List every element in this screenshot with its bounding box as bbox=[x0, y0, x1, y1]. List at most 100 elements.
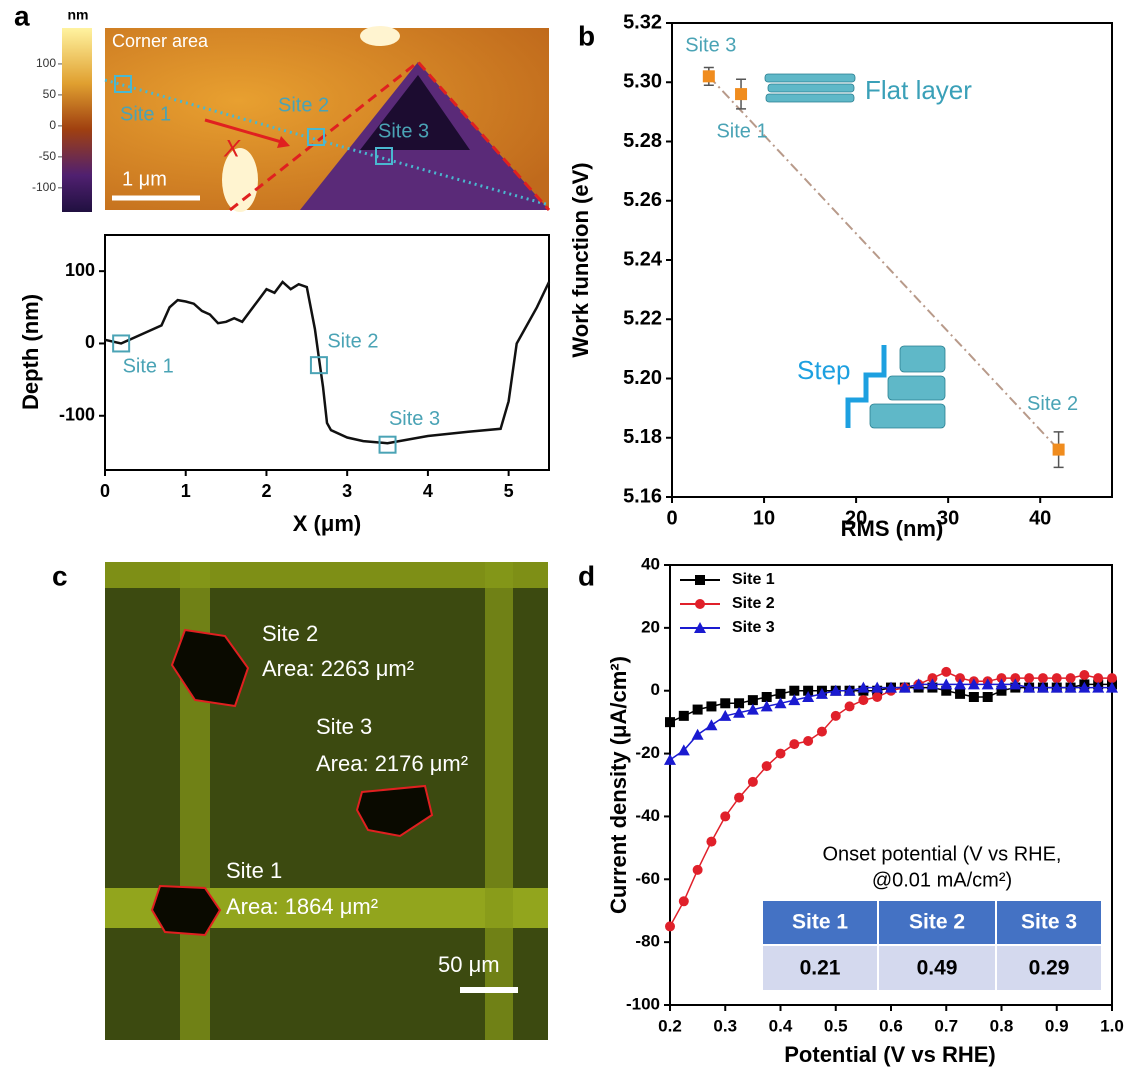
flat-layer-icon bbox=[764, 73, 856, 103]
x-tick-label: 1 bbox=[181, 481, 191, 501]
y-tick-label: 5.16 bbox=[623, 485, 662, 507]
marker bbox=[941, 685, 952, 696]
y-tick-label: 5.20 bbox=[623, 367, 662, 389]
marker bbox=[774, 697, 787, 709]
site-outline bbox=[170, 628, 250, 708]
marker bbox=[954, 678, 967, 690]
marker bbox=[761, 761, 772, 772]
marker bbox=[858, 695, 869, 706]
marker bbox=[1107, 673, 1117, 684]
marker bbox=[1093, 673, 1104, 684]
table-header: Site 3 bbox=[1021, 911, 1077, 934]
y-tick-label: 20 bbox=[641, 617, 660, 636]
marker bbox=[955, 673, 966, 684]
data-line bbox=[669, 683, 1112, 761]
y-tick-label: -20 bbox=[635, 743, 660, 762]
marker bbox=[1092, 681, 1105, 693]
y-tick-label: 100 bbox=[65, 260, 95, 280]
marker bbox=[844, 701, 855, 712]
table-header-cell bbox=[995, 899, 1103, 946]
x-tick-label: 0.9 bbox=[1045, 1016, 1069, 1035]
marker bbox=[996, 673, 1007, 684]
plot-frame bbox=[104, 234, 550, 471]
colorbar-label: nm bbox=[68, 7, 89, 23]
marker bbox=[1065, 673, 1076, 684]
marker bbox=[695, 599, 705, 609]
marker bbox=[720, 811, 731, 822]
panel-letter: b bbox=[578, 20, 595, 51]
table-title: Onset potential (V vs RHE, bbox=[823, 843, 1062, 865]
marker bbox=[898, 681, 911, 693]
legend-label: Site 1 bbox=[732, 571, 775, 588]
x-tick-label: 3 bbox=[342, 481, 352, 501]
marker bbox=[872, 692, 883, 702]
marker bbox=[871, 681, 884, 693]
marker bbox=[746, 703, 759, 715]
marker bbox=[775, 748, 786, 759]
annotation: Flat layer bbox=[865, 75, 972, 105]
site-label: Site 3 bbox=[378, 120, 429, 142]
site-label: Site 2 bbox=[262, 621, 318, 646]
y-tick-label: 5.24 bbox=[623, 248, 663, 270]
site-marker bbox=[378, 435, 397, 454]
table-cell bbox=[995, 944, 1103, 992]
data-point bbox=[735, 88, 748, 101]
y-tick-label: 5.30 bbox=[623, 71, 662, 93]
marker bbox=[665, 921, 675, 932]
x-tick-label: 0.5 bbox=[824, 1016, 848, 1035]
x-tick-label: 0.4 bbox=[769, 1016, 793, 1035]
marker bbox=[775, 688, 786, 699]
colorbar-tick-label: -100 bbox=[32, 180, 56, 194]
marker bbox=[802, 691, 815, 702]
marker bbox=[1010, 673, 1021, 684]
x-axis-label: RMS (nm) bbox=[841, 516, 944, 541]
marker bbox=[706, 701, 717, 712]
scale-label: 50 μm bbox=[438, 952, 500, 977]
image-title: Corner area bbox=[112, 31, 209, 51]
data-point bbox=[702, 70, 715, 83]
area-label: Area: 1864 μm² bbox=[226, 894, 378, 919]
marker bbox=[734, 698, 745, 709]
table-title: @0.01 mA/cm²) bbox=[872, 869, 1012, 891]
marker bbox=[695, 575, 705, 585]
colorbar-tick-label: 100 bbox=[36, 56, 56, 70]
marker bbox=[761, 692, 772, 702]
y-tick-label: 5.26 bbox=[623, 189, 662, 211]
marker bbox=[968, 692, 979, 702]
site-label: Site 2 bbox=[278, 94, 329, 116]
marker bbox=[955, 688, 966, 699]
scale-label: 1 μm bbox=[122, 168, 167, 190]
x-tick-label: 4 bbox=[423, 481, 433, 501]
site-box bbox=[114, 75, 132, 93]
legend-label: Site 2 bbox=[732, 595, 775, 612]
marker bbox=[733, 706, 746, 718]
marker bbox=[720, 698, 731, 709]
x-tick-label: 0.6 bbox=[879, 1016, 903, 1035]
data-point bbox=[1052, 443, 1065, 456]
x-tick-label: 30 bbox=[937, 507, 959, 529]
table-header: Site 2 bbox=[909, 911, 965, 934]
marker bbox=[788, 694, 801, 706]
site-marker bbox=[112, 334, 131, 353]
marker bbox=[912, 678, 925, 690]
site-label: Site 3 bbox=[389, 408, 440, 430]
marker bbox=[927, 673, 938, 684]
site-box bbox=[375, 147, 393, 165]
pit bbox=[360, 75, 470, 150]
table-header: Site 1 bbox=[792, 911, 848, 934]
marker bbox=[829, 684, 842, 696]
marker bbox=[747, 695, 758, 706]
x-axis-label: Potential (V vs RHE) bbox=[784, 1042, 995, 1067]
colorbar-tick-label: 0 bbox=[49, 118, 56, 132]
point-label: Site 2 bbox=[1027, 393, 1078, 415]
colorbar-tick-label: -50 bbox=[39, 149, 57, 163]
table-value: 0.21 bbox=[800, 957, 841, 980]
x-tick-label: 0.2 bbox=[658, 1016, 682, 1035]
panel-letter: d bbox=[578, 560, 595, 591]
site-box bbox=[307, 128, 325, 146]
site-label: Site 1 bbox=[226, 858, 282, 883]
marker bbox=[981, 678, 994, 690]
y-tick-label: 5.32 bbox=[623, 11, 662, 33]
marker bbox=[692, 864, 703, 875]
